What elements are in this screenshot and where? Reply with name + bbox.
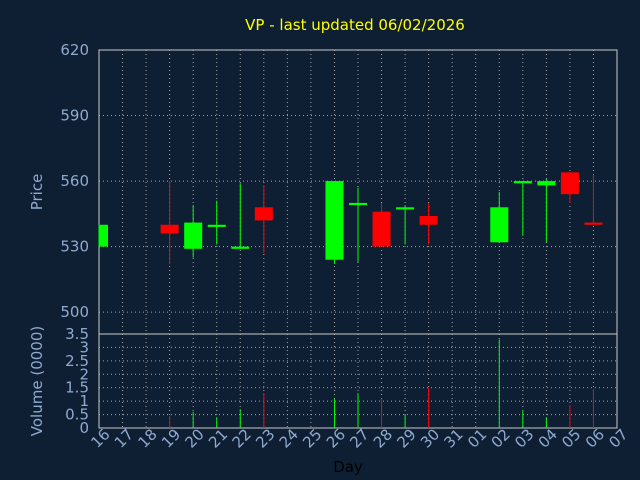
- price-tick-label: 530: [60, 238, 89, 256]
- volume-axis-label: Volume (0000): [28, 326, 46, 436]
- candle-body: [372, 211, 391, 247]
- candle-body: [325, 181, 344, 260]
- candle-body: [584, 222, 603, 225]
- volume-tick-label: 0.5: [65, 406, 89, 424]
- candle-body: [184, 222, 203, 249]
- price-tick-label: 590: [60, 107, 89, 125]
- volume-panel: 3.532.521.510.50: [65, 325, 618, 437]
- candle-body: [99, 224, 108, 247]
- candle-body: [537, 181, 556, 186]
- volume-tick-label: 2: [79, 365, 89, 383]
- candle-body: [160, 224, 179, 234]
- price-tick-label: 500: [60, 303, 89, 321]
- candle-body: [231, 246, 250, 249]
- candle-body: [560, 172, 579, 195]
- volume-tick-label: 2.5: [65, 352, 89, 370]
- volume-tick-label: 3.5: [65, 325, 89, 343]
- price-tick-label: 620: [60, 41, 89, 59]
- chart-title: VP - last updated 06/02/2026: [245, 16, 465, 34]
- price-axis-label: Price: [28, 174, 46, 211]
- candle-body: [490, 207, 509, 243]
- candle-body: [396, 207, 415, 210]
- candle-body: [207, 224, 226, 227]
- x-axis: 1617181920212223242526272829303101020304…: [87, 425, 631, 451]
- volume-tick-label: 1: [79, 392, 89, 410]
- price-panel: 620 590 560 530 500: [60, 41, 618, 335]
- candle-body: [513, 181, 532, 184]
- candle-body: [419, 216, 438, 225]
- candle-body: [349, 202, 367, 206]
- price-tick-label: 560: [60, 172, 89, 190]
- volume-tick-label: 1.5: [65, 379, 89, 397]
- volume-tick-label: 0: [79, 419, 89, 437]
- candle-body: [254, 207, 273, 221]
- volume-tick-label: 3: [79, 338, 89, 356]
- x-axis-label: Day: [333, 458, 363, 476]
